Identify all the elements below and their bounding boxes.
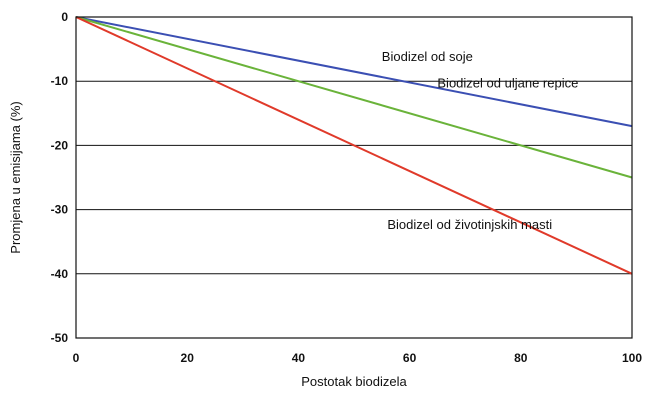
- x-tick-label: 80: [514, 351, 528, 365]
- series-line: [75, 16, 633, 179]
- x-tick-label: 40: [292, 351, 306, 365]
- y-tick-labels: 0 -10 -20 -30 -40 -50: [51, 10, 69, 345]
- series-label: Biodizel od životinjskih masti: [387, 217, 552, 232]
- series-labels: Biodizel od soje Biodizel od uljane repic…: [382, 49, 579, 232]
- y-tick-label: -20: [51, 138, 69, 152]
- series-label: Biodizel od soje: [382, 49, 473, 64]
- y-tick-label: -50: [51, 331, 69, 345]
- y-axis-label: Promjena u emisijama (%): [8, 101, 23, 253]
- y-tick-label: -10: [51, 74, 69, 88]
- x-axis-label: Postotak biodizela: [301, 374, 407, 389]
- x-tick-labels: 0 20 40 60 80 100: [73, 351, 643, 365]
- series-lines: [75, 16, 633, 275]
- x-tick-label: 20: [181, 351, 195, 365]
- series-label: Biodizel od uljane repice: [437, 75, 578, 90]
- x-tick-label: 0: [73, 351, 80, 365]
- plot-frame: [75, 16, 633, 339]
- series-line: [75, 16, 633, 128]
- grid-lines: [76, 80, 632, 275]
- x-tick-label: 100: [622, 351, 642, 365]
- y-tick-label: -30: [51, 203, 69, 217]
- series-line: [75, 16, 633, 275]
- x-tick-label: 60: [403, 351, 417, 365]
- y-tick-label: -40: [51, 267, 69, 281]
- y-tick-label: 0: [61, 10, 68, 24]
